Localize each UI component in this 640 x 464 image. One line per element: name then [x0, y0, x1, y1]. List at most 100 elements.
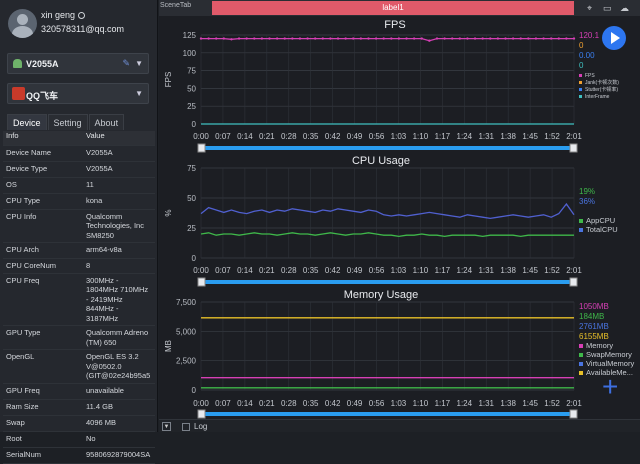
x-tick-label: 0:00: [193, 132, 209, 141]
log-checkbox[interactable]: [182, 423, 190, 431]
y-tick-label: 125: [183, 31, 197, 40]
tab-bar: Device Setting About: [7, 114, 125, 130]
plot-area: [201, 35, 574, 124]
x-tick-label: 1:52: [544, 266, 560, 275]
y-axis-label: %: [164, 209, 173, 216]
x-tick-label: 0:42: [325, 266, 341, 275]
legend-swatch: [579, 344, 583, 348]
x-tick-label: 1:38: [500, 399, 516, 408]
value-readout: 0.00: [579, 51, 595, 60]
data-point: [557, 37, 560, 40]
charts-svg: 0 25 50 75 100 125 0:00 0:07 0:14 0:21 0:28 0:35 0:4…: [164, 31, 634, 419]
legend-entry: SwapMemory: [586, 350, 632, 359]
x-tick-label: 0:07: [215, 399, 231, 408]
x-tick-label: 0:00: [193, 399, 209, 408]
location-icon[interactable]: ⌖: [587, 3, 593, 13]
data-point: [458, 37, 462, 40]
x-tick-label: 1:31: [478, 132, 494, 141]
info-value: 11.4 GB: [83, 399, 155, 416]
data-point: [435, 37, 439, 40]
scene-tab[interactable]: SceneTab: [160, 2, 192, 9]
info-value: 8: [83, 258, 155, 274]
play-button[interactable]: [602, 26, 626, 50]
x-tick-label: 0:28: [281, 266, 297, 275]
plus-icon[interactable]: +: [602, 371, 619, 402]
data-point: [519, 37, 522, 40]
data-point: [496, 37, 500, 40]
slider-handle-right: [569, 277, 578, 287]
data-point: [329, 37, 332, 40]
info-value: Qualcomm Adreno (TM) 650: [83, 325, 155, 350]
table-row: OpenGL OpenGL ES 3.2 V@0502.0 (GIT@02e24b…: [3, 349, 155, 384]
bottom-bar: ▼ Log: [159, 419, 640, 432]
data-point: [473, 37, 477, 40]
value-readout: 120.1: [579, 31, 600, 40]
tab-setting[interactable]: Setting: [47, 114, 88, 130]
time-range-slider: [201, 412, 574, 416]
x-tick-label: 1:17: [435, 132, 451, 141]
x-tick-label: 1:24: [457, 399, 473, 408]
y-tick-label: 5,000: [176, 327, 197, 336]
edit-icon[interactable]: ✎: [122, 58, 130, 68]
folder-icon[interactable]: ▭: [603, 3, 612, 13]
avatar[interactable]: [8, 9, 37, 38]
value-readout: 6155MB: [579, 332, 609, 341]
plot-area: [201, 168, 574, 258]
table-row: Swap 4096 MB: [3, 415, 155, 432]
plot-area: [201, 302, 574, 390]
x-tick-label: 0:00: [193, 266, 209, 275]
info-value: V2055A: [83, 145, 155, 162]
data-point: [344, 37, 347, 40]
y-tick-label: 25: [187, 224, 196, 233]
scene-label: label1: [212, 1, 574, 15]
time-range-slider: [201, 146, 574, 150]
slider-handle-left: [197, 143, 206, 153]
x-tick-label: 1:03: [391, 399, 407, 408]
data-point: [230, 38, 233, 41]
table-row: SerialNum 9580692879004SA: [3, 447, 155, 464]
x-tick-label: 2:01: [566, 132, 582, 141]
data-point: [443, 37, 446, 40]
table-row: CPU Arch arm64-v8a: [3, 242, 155, 259]
app-select-value: QQ飞车: [26, 91, 59, 101]
tab-device[interactable]: Device: [7, 114, 47, 130]
legend-swatch: [579, 228, 583, 232]
app-select[interactable]: QQ飞车 ▼: [7, 83, 149, 104]
info-value: V2055A: [83, 161, 155, 178]
legend-entry: Jank(卡顿次数): [585, 79, 619, 86]
data-point: [298, 37, 302, 40]
info-value: unavailable: [83, 383, 155, 400]
info-value: 11: [83, 177, 155, 194]
data-point: [215, 37, 218, 40]
x-tick-label: 2:01: [566, 399, 582, 408]
data-point: [336, 37, 340, 40]
tab-about[interactable]: About: [88, 114, 125, 130]
device-select-value: V2055A: [26, 59, 59, 69]
legend-entry: VirtualMemory: [586, 359, 634, 368]
data-point: [306, 37, 309, 40]
legend-entry: AppCPU: [586, 216, 615, 225]
x-tick-label: 1:31: [478, 399, 494, 408]
user-name: xin geng: [41, 10, 86, 20]
data-point: [291, 37, 294, 40]
info-key: CPU Arch: [3, 242, 83, 259]
info-value: kona: [83, 193, 155, 210]
info-key: CPU Freq: [3, 273, 83, 326]
x-tick-label: 1:52: [544, 399, 560, 408]
device-info-table: Info Value Device Name V2055A Device Type V…: [3, 131, 155, 464]
table-row: CPU Info Qualcomm Technologies, Inc SM825…: [3, 209, 155, 243]
info-value: OpenGL ES 3.2 V@0502.0 (GIT@02e24b95a5: [83, 349, 155, 384]
user-name-text: xin geng: [41, 10, 76, 20]
table-row: Device Type V2055A: [3, 161, 155, 178]
table-row: CPU CoreNum 8: [3, 258, 155, 274]
x-tick-label: 1:52: [544, 132, 560, 141]
x-tick-label: 0:56: [369, 399, 385, 408]
data-point: [481, 37, 484, 40]
slider-handle-right: [569, 143, 578, 153]
data-point: [253, 37, 256, 40]
device-select[interactable]: V2055A ✎ ▼: [7, 53, 149, 74]
data-point: [565, 37, 568, 40]
x-tick-label: 0:35: [303, 132, 319, 141]
dropdown-icon[interactable]: ▼: [162, 422, 171, 431]
cloud-icon[interactable]: ☁: [620, 3, 629, 13]
